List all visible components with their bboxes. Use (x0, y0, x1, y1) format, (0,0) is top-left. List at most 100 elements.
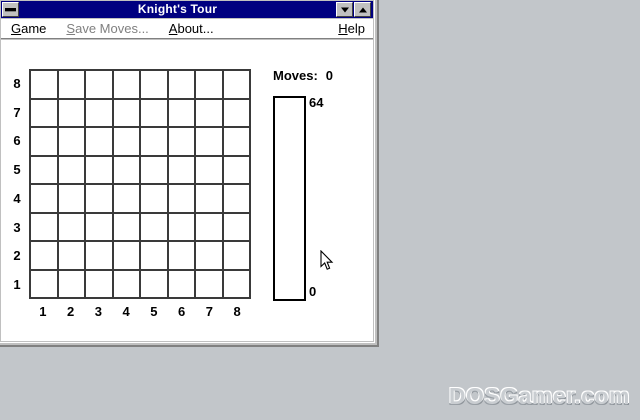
board-cell[interactable] (141, 242, 169, 271)
file-labels: 1 2 3 4 5 6 7 8 (29, 301, 251, 321)
menu-item-help[interactable]: Help (328, 19, 373, 38)
board-cell[interactable] (196, 185, 224, 214)
board-cell[interactable] (141, 213, 169, 242)
board-cell[interactable] (168, 156, 196, 185)
board-cell[interactable] (223, 99, 251, 128)
board-cell[interactable] (113, 185, 141, 214)
board-cell[interactable] (58, 99, 86, 128)
rank-label: 3 (13, 219, 21, 235)
board-cell[interactable] (113, 128, 141, 157)
file-label: 3 (94, 303, 102, 319)
board-cell[interactable] (168, 128, 196, 157)
board-cell[interactable] (58, 213, 86, 242)
board-cell[interactable] (31, 156, 59, 185)
board-cell[interactable] (86, 156, 114, 185)
board-cell[interactable] (168, 270, 196, 299)
menu-item-game-label: ame (21, 21, 47, 36)
board-cell[interactable] (196, 128, 224, 157)
board-cell[interactable] (196, 270, 224, 299)
client-area: 8 7 6 5 4 3 2 1 1 2 3 4 (1, 40, 373, 341)
board-cell[interactable] (196, 99, 224, 128)
board-cell[interactable] (113, 156, 141, 185)
menu-item-game[interactable]: Game (1, 19, 56, 38)
rank-labels: 8 7 6 5 4 3 2 1 (9, 69, 25, 299)
board-cell[interactable] (223, 213, 251, 242)
board-cell[interactable] (86, 270, 114, 299)
menu-item-save-moves-mnemonic: S (66, 21, 76, 36)
board-cell[interactable] (86, 71, 114, 100)
file-label: 8 (233, 303, 241, 319)
moves-counter: Moves: 0 (273, 68, 333, 83)
board-cell[interactable] (168, 71, 196, 100)
board-cell[interactable] (86, 185, 114, 214)
title-bar[interactable]: Knight's Tour (1, 1, 373, 18)
board-cell[interactable] (31, 99, 59, 128)
knight-tour-board[interactable]: 8 7 6 5 4 3 2 1 1 2 3 4 (13, 69, 251, 319)
board-cell[interactable] (141, 128, 169, 157)
progress-gauge-min-label: 0 (309, 284, 317, 299)
board-cell[interactable] (86, 99, 114, 128)
board-cell[interactable] (113, 99, 141, 128)
board-cell[interactable] (31, 128, 59, 157)
file-label: 5 (150, 303, 158, 319)
menu-bar: Game Save Moves... About... Help (1, 19, 373, 39)
rank-label: 1 (13, 277, 21, 293)
menu-item-help-label: elp (347, 21, 365, 36)
minimize-icon[interactable] (336, 2, 353, 17)
board-cell[interactable] (223, 185, 251, 214)
board-cell[interactable] (58, 185, 86, 214)
rank-label: 2 (13, 248, 21, 264)
board-cell[interactable] (31, 242, 59, 271)
board-cell[interactable] (86, 242, 114, 271)
board-cell[interactable] (141, 71, 169, 100)
rank-label: 7 (13, 104, 21, 120)
board-cell[interactable] (168, 242, 196, 271)
maximize-icon[interactable] (354, 2, 371, 17)
board-cell[interactable] (141, 270, 169, 299)
board-cell[interactable] (223, 242, 251, 271)
board-cell[interactable] (113, 213, 141, 242)
board-cell[interactable] (141, 185, 169, 214)
board-cell[interactable] (113, 242, 141, 271)
menu-item-about-mnemonic: A (168, 21, 178, 36)
moves-counter-label: Moves: (273, 68, 318, 83)
board-cell[interactable] (113, 71, 141, 100)
menu-item-help-mnemonic: H (338, 21, 348, 36)
file-label: 4 (122, 303, 130, 319)
file-label: 6 (178, 303, 186, 319)
board-cell[interactable] (31, 185, 59, 214)
board-cell[interactable] (86, 213, 114, 242)
board-cell[interactable] (141, 99, 169, 128)
board-cell[interactable] (141, 156, 169, 185)
board-cell[interactable] (223, 156, 251, 185)
board-cell[interactable] (196, 242, 224, 271)
board-cell[interactable] (223, 128, 251, 157)
board-cell[interactable] (58, 270, 86, 299)
menu-item-about[interactable]: About... (159, 19, 224, 38)
board-cell[interactable] (196, 156, 224, 185)
rank-label: 8 (13, 75, 21, 91)
board-grid[interactable] (29, 69, 251, 299)
window-menu-icon[interactable] (2, 2, 19, 17)
board-cell[interactable] (196, 213, 224, 242)
board-cell[interactable] (113, 270, 141, 299)
board-cell[interactable] (58, 71, 86, 100)
board-cell[interactable] (58, 156, 86, 185)
board-cell[interactable] (31, 213, 59, 242)
board-cell[interactable] (168, 213, 196, 242)
board-cell[interactable] (168, 185, 196, 214)
watermark: DOSGamer.com (448, 383, 630, 409)
board-cell[interactable] (31, 270, 59, 299)
board-cell[interactable] (196, 71, 224, 100)
menu-item-about-label: bout... (177, 21, 214, 36)
board-cell[interactable] (86, 128, 114, 157)
file-label: 2 (67, 303, 75, 319)
board-cell[interactable] (31, 71, 59, 100)
board-cell[interactable] (58, 242, 86, 271)
board-cell[interactable] (58, 128, 86, 157)
rank-label: 6 (13, 133, 21, 149)
board-cell[interactable] (223, 71, 251, 100)
rank-label: 4 (13, 190, 21, 206)
board-cell[interactable] (168, 99, 196, 128)
board-cell[interactable] (223, 270, 251, 299)
